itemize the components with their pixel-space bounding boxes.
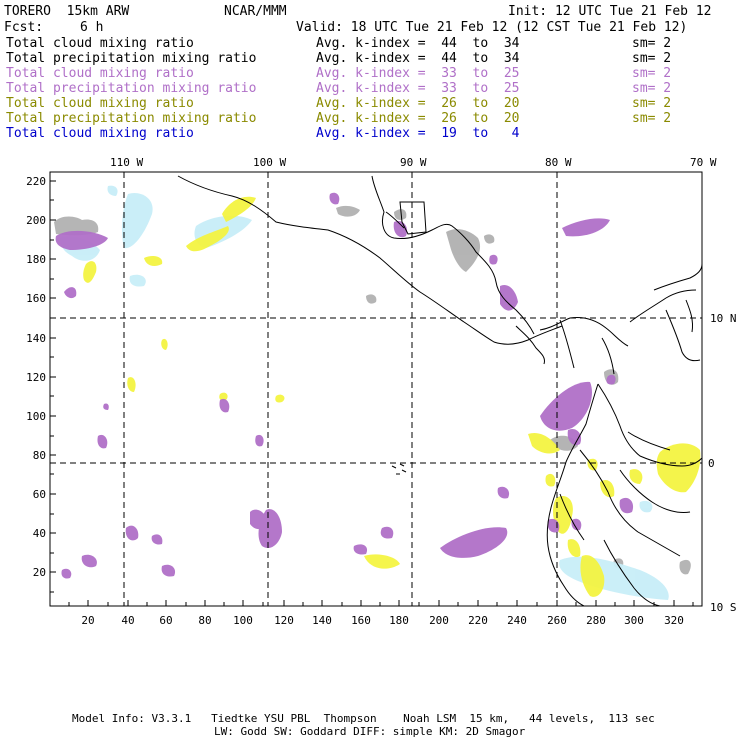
legend-row: Total cloud mixing ratio Avg. k-index = … — [6, 126, 706, 141]
legend-index: Avg. k-index = 33 to 25 — [316, 66, 520, 81]
grid-y-label: 160 — [26, 292, 46, 305]
legend-field: Total precipitation mixing ratio — [6, 81, 257, 96]
grid-x-label: 180 — [389, 614, 409, 627]
graticule — [50, 172, 702, 606]
legend-index: Avg. k-index = 33 to 25 — [316, 81, 520, 96]
valid-time: Valid: 18 UTC Tue 21 Feb 12 (12 CST Tue … — [296, 20, 688, 35]
legend-smoothing: sm= 2 — [632, 96, 672, 111]
map-frame — [49, 171, 703, 607]
grid-x-label: 120 — [274, 614, 294, 627]
legend-index: Avg. k-index = 44 to 34 — [316, 36, 520, 51]
legend-index: Avg. k-index = 26 to 20 — [316, 111, 520, 126]
grid-x-label: 140 — [312, 614, 332, 627]
model-info: Model Info: V3.3.1 Tiedtke YSU PBL Thomp… — [72, 712, 655, 725]
legend-row: Total cloud mixing ratio Avg. k-index = … — [6, 36, 706, 51]
legend-row: Total precipitation mixing ratio Avg. k-… — [6, 111, 706, 126]
longitude-labels: 110 W 100 W 90 W 80 W 70 W — [110, 156, 717, 169]
lon-label: 70 W — [690, 156, 717, 169]
lon-label: 80 W — [545, 156, 572, 169]
grid-x-label: 300 — [624, 614, 644, 627]
init-time: Init: 12 UTC Tue 21 Feb 12 — [508, 4, 712, 19]
grid-x-label: 320 — [664, 614, 684, 627]
grid-x-label: 160 — [351, 614, 371, 627]
legend-field: Total cloud mixing ratio — [6, 36, 194, 51]
lat-label: 10 S — [710, 601, 737, 614]
lat-label: 10 N — [710, 312, 737, 325]
lon-label: 110 W — [110, 156, 143, 169]
grid-x-label: 220 — [468, 614, 488, 627]
grid-x-label: 20 — [81, 614, 94, 627]
shading-purple — [55, 192, 634, 579]
legend-row: Total cloud mixing ratio Avg. k-index = … — [6, 66, 706, 81]
lon-label: 100 W — [253, 156, 286, 169]
forecast-map: 110 W 100 W 90 W 80 W 70 W 10 N 0 10 S 2… — [26, 156, 737, 627]
grid-y-label: 180 — [26, 253, 46, 266]
model-title: TORERO 15km ARW — [4, 4, 130, 19]
grid-y-label: 220 — [26, 175, 46, 188]
grid-x-label: 60 — [159, 614, 172, 627]
legend-row: Total precipitation mixing ratio Avg. k-… — [6, 51, 706, 66]
grid-x-label: 240 — [507, 614, 527, 627]
legend-smoothing: sm= 2 — [632, 81, 672, 96]
physics-info: LW: Godd SW: Goddard DIFF: simple KM: 2D… — [214, 725, 526, 738]
legend-field: Total cloud mixing ratio — [6, 66, 194, 81]
grid-y-label: 60 — [33, 488, 46, 501]
center-label: NCAR/MMM — [224, 4, 287, 19]
shading-yellow — [83, 196, 701, 597]
legend-index: Avg. k-index = 44 to 34 — [316, 51, 520, 66]
legend-smoothing: sm= 2 — [632, 66, 672, 81]
forecast-label: Fcst: — [4, 20, 44, 35]
legend-smoothing: sm= 2 — [632, 51, 672, 66]
legend-row: Total precipitation mixing ratio Avg. k-… — [6, 81, 706, 96]
grid-x-label: 40 — [121, 614, 134, 627]
grid-y-label: 140 — [26, 332, 46, 345]
forecast-hours: 6 h — [80, 20, 104, 35]
grid-x-label: 80 — [198, 614, 211, 627]
legend-index: Avg. k-index = 19 to 4 — [316, 126, 520, 141]
grid-y-label: 200 — [26, 214, 46, 227]
grid-y-label: 80 — [33, 449, 46, 462]
legend-field: Total precipitation mixing ratio — [6, 111, 257, 126]
legend-row: Total cloud mixing ratio Avg. k-index = … — [6, 96, 706, 111]
grid-y-label: 40 — [33, 527, 46, 540]
grid-x-label: 100 — [233, 614, 253, 627]
coastlines — [177, 175, 703, 607]
grid-x-label: 280 — [586, 614, 606, 627]
grid-y-label: 120 — [26, 371, 46, 384]
lon-label: 90 W — [400, 156, 427, 169]
grid-x-label: 200 — [429, 614, 449, 627]
legend-index: Avg. k-index = 26 to 20 — [316, 96, 520, 111]
grid-y-label: 100 — [26, 410, 46, 423]
grid-y-label: 20 — [33, 566, 46, 579]
legend-smoothing: sm= 2 — [632, 36, 672, 51]
lat-label: 0 — [708, 457, 715, 470]
grid-x-labels: 20 40 60 80 100 120 140 160 180 200 220 … — [81, 614, 684, 627]
grid-y-labels: 220 200 180 160 140 120 100 80 60 40 20 — [26, 175, 46, 579]
legend-field: Total precipitation mixing ratio — [6, 51, 257, 66]
grid-x-label: 260 — [547, 614, 567, 627]
legend-field: Total cloud mixing ratio — [6, 126, 194, 141]
legend-field: Total cloud mixing ratio — [6, 96, 194, 111]
latitude-labels: 10 N 0 10 S — [708, 312, 737, 614]
legend-smoothing: sm= 2 — [632, 111, 672, 126]
